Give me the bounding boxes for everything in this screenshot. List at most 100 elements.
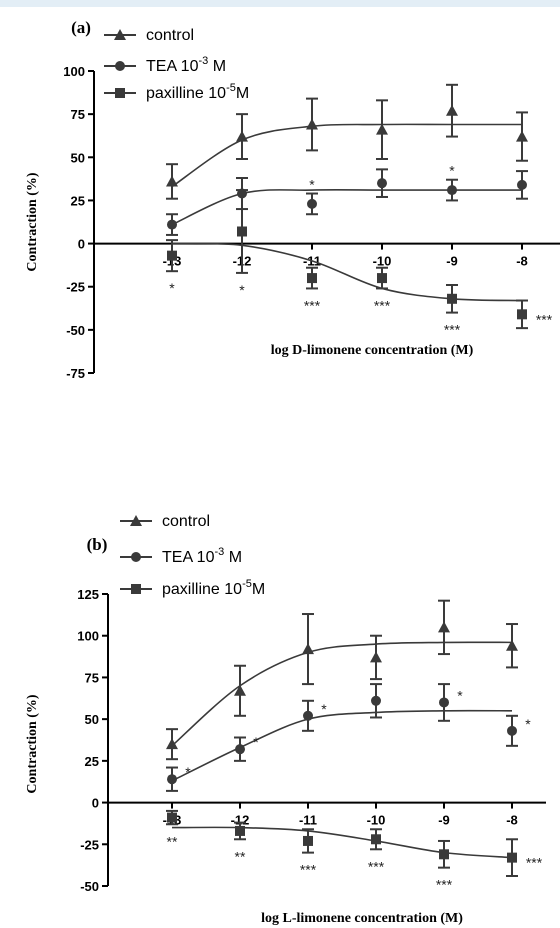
data-point — [438, 621, 450, 633]
fit-curve — [171, 826, 513, 859]
y-axis-title: Contraction (%) — [25, 694, 40, 793]
y-tick-label: -75 — [66, 366, 85, 381]
significance-label: *** — [444, 322, 461, 338]
data-point — [303, 835, 313, 846]
legend: control TEA 10-3 M paxilline 10-5M — [104, 27, 249, 102]
x-tick-label: -8 — [506, 813, 518, 828]
data-point — [302, 643, 314, 655]
significance-label: * — [239, 282, 245, 298]
panel-label: (b) — [87, 535, 108, 554]
y-tick-label: 100 — [63, 64, 85, 79]
y-tick-label: 25 — [85, 754, 99, 769]
data-point — [234, 684, 246, 696]
y-tick-label: 50 — [85, 712, 99, 727]
y-tick-label: 75 — [71, 107, 85, 122]
significance-label: * — [185, 764, 191, 780]
data-point — [237, 226, 247, 237]
significance-label: ** — [235, 848, 246, 864]
significance-label: *** — [536, 311, 553, 327]
legend-label: control — [146, 27, 194, 44]
series-square: * **** ********* — [166, 189, 553, 338]
fit-curve — [171, 242, 523, 302]
legend-label: TEA 10-3 M — [146, 55, 226, 75]
y-tick-label: 0 — [78, 237, 85, 252]
series-triangle — [166, 83, 528, 200]
x-tick-label: -9 — [446, 254, 458, 269]
chart-panel-a: (a)-75-50-250255075100-13-12-11-10-9-8lo… — [25, 18, 560, 381]
data-point — [446, 104, 458, 116]
data-point — [371, 695, 381, 706]
x-tick-label: -10 — [373, 254, 392, 269]
panel-label: (a) — [71, 18, 91, 37]
data-point — [167, 219, 177, 230]
legend-label: control — [162, 513, 210, 530]
series-circle: * * * * * — [166, 683, 531, 792]
significance-label: *** — [374, 297, 391, 313]
significance-label: * — [321, 701, 327, 717]
y-tick-label: -25 — [66, 280, 85, 295]
data-point — [235, 744, 245, 755]
data-point — [167, 250, 177, 261]
significance-label: * — [457, 687, 463, 703]
data-point — [371, 834, 381, 845]
data-point — [166, 175, 178, 187]
data-point — [307, 273, 317, 284]
y-tick-label: 25 — [71, 193, 85, 208]
x-tick-label: -12 — [231, 813, 250, 828]
x-tick-label: -9 — [438, 813, 450, 828]
data-point — [303, 710, 313, 721]
data-point — [447, 185, 457, 196]
data-point — [439, 849, 449, 860]
data-point — [506, 639, 518, 651]
data-point — [517, 309, 527, 320]
data-point — [166, 738, 178, 750]
data-point — [447, 293, 457, 304]
significance-label: * — [169, 280, 175, 296]
data-point — [235, 825, 245, 836]
data-point — [377, 273, 387, 284]
significance-label: *** — [436, 877, 453, 893]
legend-label: paxilline 10-5M — [162, 578, 265, 598]
x-axis-title: log D-limonene concentration (M) — [271, 343, 474, 358]
significance-label: *** — [304, 297, 321, 313]
fit-curve — [171, 641, 513, 747]
y-axis-title: Contraction (%) — [25, 172, 40, 271]
data-point — [370, 651, 382, 663]
legend-label: paxilline 10-5M — [146, 82, 249, 102]
legend-marker — [115, 88, 125, 98]
data-point — [507, 725, 517, 736]
legend-marker — [115, 61, 125, 71]
y-tick-label: -50 — [80, 879, 99, 894]
y-tick-label: 125 — [77, 587, 99, 602]
fit-curve — [171, 123, 522, 188]
legend-marker — [130, 515, 142, 526]
significance-label: *** — [368, 858, 385, 874]
data-point — [167, 774, 177, 785]
y-tick-label: -25 — [80, 837, 99, 852]
series-circle: ** — [166, 163, 528, 236]
significance-label: * — [309, 177, 315, 193]
data-point — [507, 852, 517, 863]
data-point — [439, 697, 449, 708]
data-point — [307, 198, 317, 209]
significance-label: * — [449, 163, 455, 179]
legend-marker — [131, 552, 141, 562]
significance-label: * — [525, 716, 531, 732]
legend-marker — [131, 584, 141, 594]
significance-label: *** — [300, 862, 317, 878]
y-tick-label: 50 — [71, 150, 85, 165]
legend-label: TEA 10-3 M — [162, 546, 242, 566]
data-point — [377, 178, 387, 189]
chart-panel-b: (b)-50-250255075100125-13-12-11-10-9-8lo… — [25, 513, 546, 926]
x-tick-label: -8 — [516, 254, 528, 269]
y-tick-label: 0 — [92, 796, 99, 811]
series-triangle — [166, 599, 518, 761]
data-point — [306, 118, 318, 130]
significance-label: * — [253, 734, 259, 750]
legend-marker — [114, 29, 126, 40]
fit-curve — [171, 189, 522, 226]
y-tick-label: 75 — [85, 670, 99, 685]
data-point — [236, 130, 248, 142]
y-tick-label: 100 — [77, 629, 99, 644]
